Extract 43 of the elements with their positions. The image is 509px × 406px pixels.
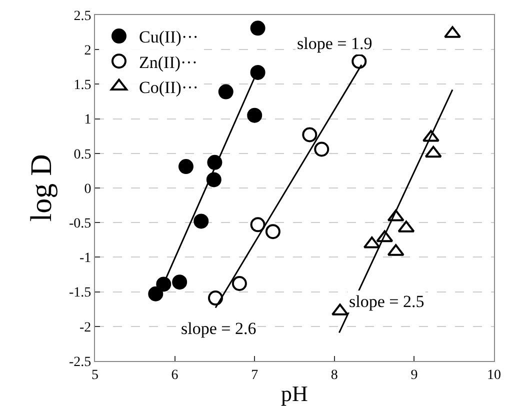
x-tick-label: 7 [251,368,258,383]
point [250,20,266,36]
y-tick-label: 1 [84,112,92,128]
y-tick-label: 0.5 [74,147,92,162]
y-tick-label: -0.5 [69,216,92,232]
point [250,64,266,80]
x-tick-label: 9 [410,368,418,383]
point [265,224,280,240]
point [194,214,209,229]
y-tick-label: -1.5 [69,286,92,301]
x-tick-label: 6 [171,368,178,383]
x-tick-label: 10 [487,368,501,383]
point [232,276,247,291]
x-axis-title: pH [281,381,308,406]
point [424,146,442,158]
annotation: slope = 2.5 [349,292,424,311]
y-tick-label: 2 [84,44,92,58]
point [172,274,188,290]
x-tick-label: 8 [330,368,338,383]
point [156,276,172,292]
y-tick-label: -2.5 [69,354,92,370]
y-tick-label: 0 [84,182,92,197]
point [148,286,164,302]
y-tick-label: -1 [80,251,92,266]
point [302,127,318,142]
point [208,290,223,306]
y-tick-label: 2.5 [74,8,92,24]
point [314,142,330,157]
legend-label: Zn(II)··· [138,52,198,72]
point [352,54,367,69]
y-tick-label: 1.5 [74,78,92,94]
point [178,159,194,174]
point [247,108,262,123]
legend-label: Co(II)··· [138,78,198,97]
point [250,217,266,232]
annotation: slope = 2.6 [181,319,256,338]
y-axis-title: log D [25,154,58,222]
legend-label: Cu(II)··· [138,28,198,47]
point [218,84,234,100]
annotation: slope = 1.9 [297,34,372,53]
x-tick-label: 5 [92,368,98,383]
point [206,172,222,188]
y-tick-label: -2 [80,320,92,336]
